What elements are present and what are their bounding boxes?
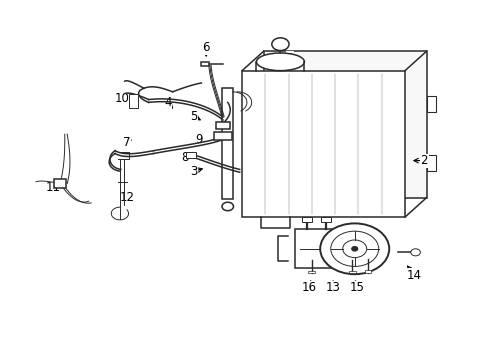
Circle shape xyxy=(271,38,288,50)
Bar xyxy=(307,271,314,274)
Bar xyxy=(348,271,355,274)
Circle shape xyxy=(351,247,357,251)
Text: 4: 4 xyxy=(164,96,171,109)
Text: 1: 1 xyxy=(285,52,293,65)
Circle shape xyxy=(410,249,420,256)
Text: 11: 11 xyxy=(45,181,60,194)
Bar xyxy=(185,153,195,158)
Bar xyxy=(222,88,233,199)
Circle shape xyxy=(342,240,366,258)
Text: 12: 12 xyxy=(120,191,134,204)
Bar xyxy=(201,62,208,66)
Ellipse shape xyxy=(256,53,304,71)
Text: 9: 9 xyxy=(195,133,203,146)
Text: 5: 5 xyxy=(190,110,198,123)
Bar xyxy=(302,217,311,222)
Bar xyxy=(216,122,229,129)
Bar xyxy=(321,217,330,222)
Text: 13: 13 xyxy=(325,281,340,294)
Text: 7: 7 xyxy=(123,136,131,149)
Bar xyxy=(426,96,435,112)
Text: 10: 10 xyxy=(115,93,129,105)
Text: 16: 16 xyxy=(301,281,316,294)
Text: 3: 3 xyxy=(190,165,198,178)
Bar xyxy=(263,51,426,198)
Bar xyxy=(214,132,231,140)
Bar xyxy=(426,155,435,171)
Bar xyxy=(54,179,65,188)
Text: 6: 6 xyxy=(202,41,209,54)
Bar xyxy=(294,229,342,268)
Circle shape xyxy=(222,202,233,211)
Circle shape xyxy=(330,231,378,266)
Circle shape xyxy=(320,224,388,274)
Bar xyxy=(364,270,371,273)
Text: 2: 2 xyxy=(420,154,427,167)
Text: 8: 8 xyxy=(181,150,188,163)
Text: 15: 15 xyxy=(349,281,364,294)
Bar xyxy=(242,71,404,217)
Text: 14: 14 xyxy=(407,269,421,282)
Bar xyxy=(128,94,138,108)
